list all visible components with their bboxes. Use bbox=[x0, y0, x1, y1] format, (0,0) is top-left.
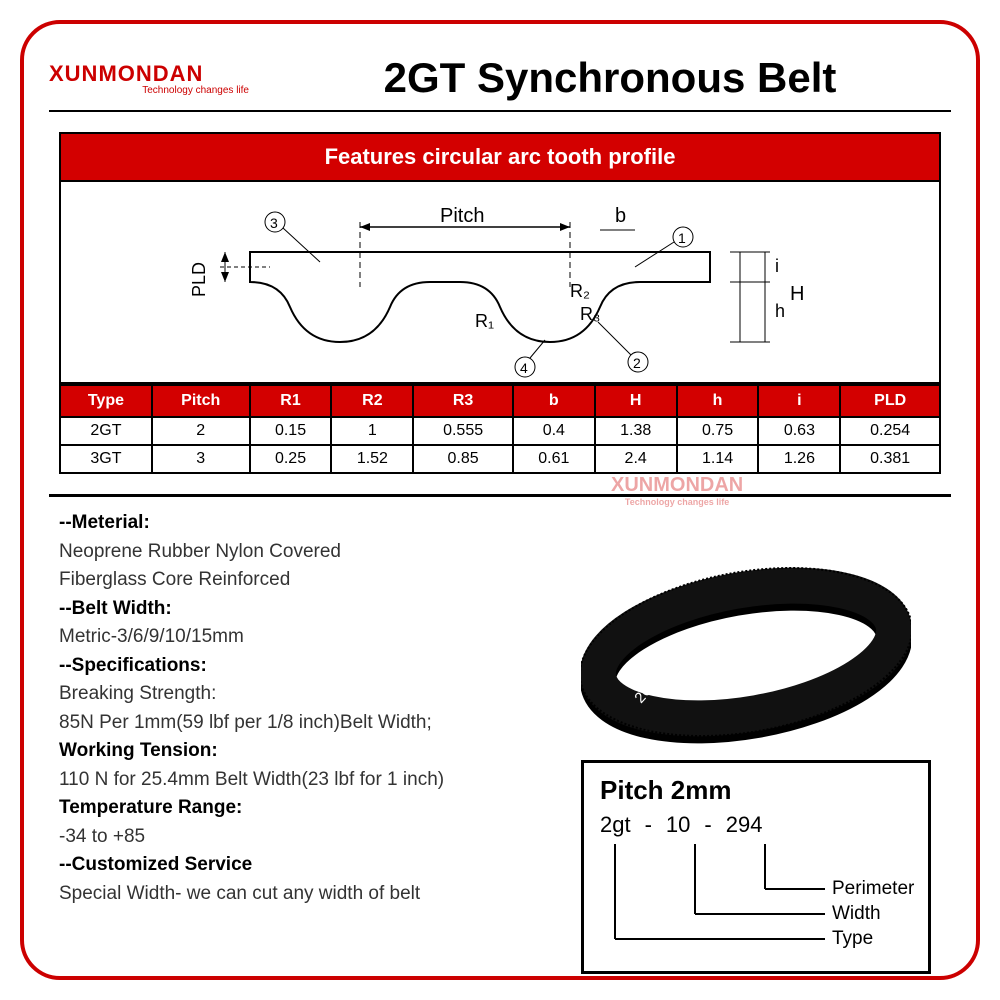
label-r3: R₃ bbox=[580, 304, 600, 324]
custom-heading: --Customized Service bbox=[59, 851, 571, 880]
label-i: i bbox=[775, 256, 779, 276]
brand-logo: XUNMONDAN Technology changes life bbox=[49, 61, 249, 96]
label-H: H bbox=[790, 283, 804, 305]
code-parts: 2gt - 10 - 294 bbox=[600, 812, 912, 838]
temp-value: -34 to +85 bbox=[59, 823, 571, 852]
svg-text:Type: Type bbox=[832, 928, 873, 949]
beltwidth-value: Metric-3/6/9/10/15mm bbox=[59, 623, 571, 652]
material-line: Fiberglass Core Reinforced bbox=[59, 566, 571, 595]
beltwidth-heading: --Belt Width: bbox=[59, 595, 571, 624]
code-title: Pitch 2mm bbox=[600, 775, 912, 806]
right-column: XUNMONDAN Technology changes life 2GT-10… bbox=[581, 509, 951, 974]
label-pld: PLD bbox=[189, 262, 209, 297]
svg-text:Width: Width bbox=[832, 903, 881, 924]
custom-value: Special Width- we can cut any width of b… bbox=[59, 880, 571, 909]
diagram-container: Features circular arc tooth profile Pitc… bbox=[59, 132, 941, 384]
specifications-heading: --Specifications: bbox=[59, 652, 571, 681]
label-pitch: Pitch bbox=[440, 205, 484, 227]
lower-section: --Meterial: Neoprene Rubber Nylon Covere… bbox=[49, 509, 951, 974]
svg-text:1: 1 bbox=[678, 230, 686, 246]
product-card: XUNMONDAN Technology changes life 2GT Sy… bbox=[20, 20, 980, 980]
label-r2: R₂ bbox=[570, 281, 590, 301]
svg-text:4: 4 bbox=[520, 360, 528, 376]
label-r1: R₁ bbox=[475, 311, 494, 331]
brand-name: XUNMONDAN bbox=[49, 61, 249, 87]
watermark-logo: XUNMONDAN Technology changes life bbox=[611, 474, 743, 507]
label-h: h bbox=[775, 301, 785, 321]
specs-text: --Meterial: Neoprene Rubber Nylon Covere… bbox=[49, 509, 571, 974]
section-divider bbox=[49, 494, 951, 497]
tension-heading: Working Tension: bbox=[59, 737, 571, 766]
material-line: Neoprene Rubber Nylon Covered bbox=[59, 538, 571, 567]
table-header-row: Type Pitch R1 R2 R3 b H h i PLD bbox=[60, 385, 940, 417]
tooth-profile-diagram: Pitch b PLD R₁ R₂ R₃ i bbox=[61, 182, 939, 382]
tension-value: 110 N for 25.4mm Belt Width(23 lbf for 1… bbox=[59, 766, 571, 795]
page-title: 2GT Synchronous Belt bbox=[269, 54, 951, 102]
breaking-value: 85N Per 1mm(59 lbf per 1/8 inch)Belt Wid… bbox=[59, 709, 571, 738]
table-row: 2GT20.1510.5550.41.380.750.630.254 bbox=[60, 417, 940, 445]
svg-text:2: 2 bbox=[633, 355, 641, 371]
material-heading: --Meterial: bbox=[59, 509, 571, 538]
svg-text:3: 3 bbox=[270, 215, 278, 231]
table-row: 3GT30.251.520.850.612.41.141.260.381 bbox=[60, 445, 940, 473]
temp-heading: Temperature Range: bbox=[59, 794, 571, 823]
header: XUNMONDAN Technology changes life 2GT Sy… bbox=[49, 54, 951, 112]
diagram-heading: Features circular arc tooth profile bbox=[61, 134, 939, 182]
breaking-heading: Breaking Strength: bbox=[59, 680, 571, 709]
code-legend-diagram: Perimeter Width Type bbox=[600, 844, 920, 954]
svg-text:Perimeter: Perimeter bbox=[832, 878, 915, 899]
spec-table: Type Pitch R1 R2 R3 b H h i PLD 2GT20.15… bbox=[59, 384, 941, 474]
code-box: Pitch 2mm 2gt - 10 - 294 Perimeter Wi bbox=[581, 760, 931, 974]
label-b: b bbox=[615, 205, 626, 227]
belt-image: 2GT-10-294 bbox=[581, 529, 911, 749]
